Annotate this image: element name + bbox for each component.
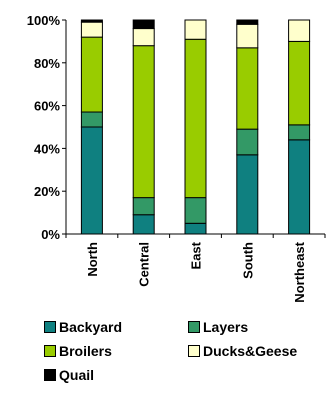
legend-item-layers: Layers [188,318,248,336]
legend-item-broilers: Broilers [44,342,112,360]
bar-segment-backyard-northeast [288,139,311,235]
y-tick-label: 100% [27,13,61,28]
x-tick-label: Central [137,242,152,287]
bar-segment-layers-south [236,128,259,156]
bar-segment-backyard-south [236,154,259,235]
legend-swatch-ducks-geese [188,345,200,357]
bar-segment-quail-south [236,19,259,25]
y-axis-tick-labels: 0% 20% 40% 60% 80% 100% [27,13,61,242]
bar-segment-layers-east [184,197,207,224]
bar-segment-layers-northeast [288,124,311,141]
x-tick-label: East [189,241,204,269]
bar-segment-broilers-east [184,38,207,199]
x-tick-label: North [85,242,100,277]
bar-segment-layers-central [132,197,155,216]
bar-segment-backyard-central [132,214,155,235]
y-tick-label: 60% [34,99,60,114]
bar-segment-ducks-geese-south [236,23,259,49]
bar-segment-broilers-south [236,47,259,130]
legend-label-ducks-geese: Ducks&Geese [203,343,298,359]
bar-segment-ducks-geese-northeast [288,19,311,42]
legend-item-backyard: Backyard [44,318,122,336]
bar-segment-ducks-geese-central [132,28,155,47]
legend-item-quail: Quail [44,366,94,384]
bar-segment-ducks-geese-north [80,21,103,38]
bar-stacks [80,19,311,235]
legend-label-layers: Layers [203,319,249,335]
bar-segment-broilers-north [80,36,103,113]
x-tick-label: South [240,242,255,279]
x-tick-label: Northeast [292,241,307,302]
y-tick-label: 80% [34,56,60,71]
bar-segment-ducks-geese-east [184,19,207,40]
bar-segment-layers-north [80,111,103,128]
bar-segment-broilers-central [132,45,155,199]
bar-segment-quail-central [132,19,155,30]
bar-segment-broilers-northeast [288,40,311,126]
legend-item-ducks-geese: Ducks&Geese [188,342,297,360]
legend-swatch-layers [188,321,200,333]
bar-segment-backyard-north [80,126,103,235]
legend-swatch-backyard [44,321,56,333]
bar-segment-backyard-east [184,222,207,235]
chart-axes [62,19,326,238]
y-tick-label: 40% [34,141,60,156]
legend-label-quail: Quail [59,367,95,383]
legend-swatch-quail [44,369,56,381]
y-tick-label: 20% [34,184,60,199]
legend-swatch-broilers [44,345,56,357]
legend-label-backyard: Backyard [59,319,123,335]
x-axis-tick-labels: North Central East South Northeast [85,241,307,302]
y-tick-label: 0% [41,227,60,242]
bar-segment-quail-north [80,19,103,23]
legend-label-broilers: Broilers [59,343,112,359]
